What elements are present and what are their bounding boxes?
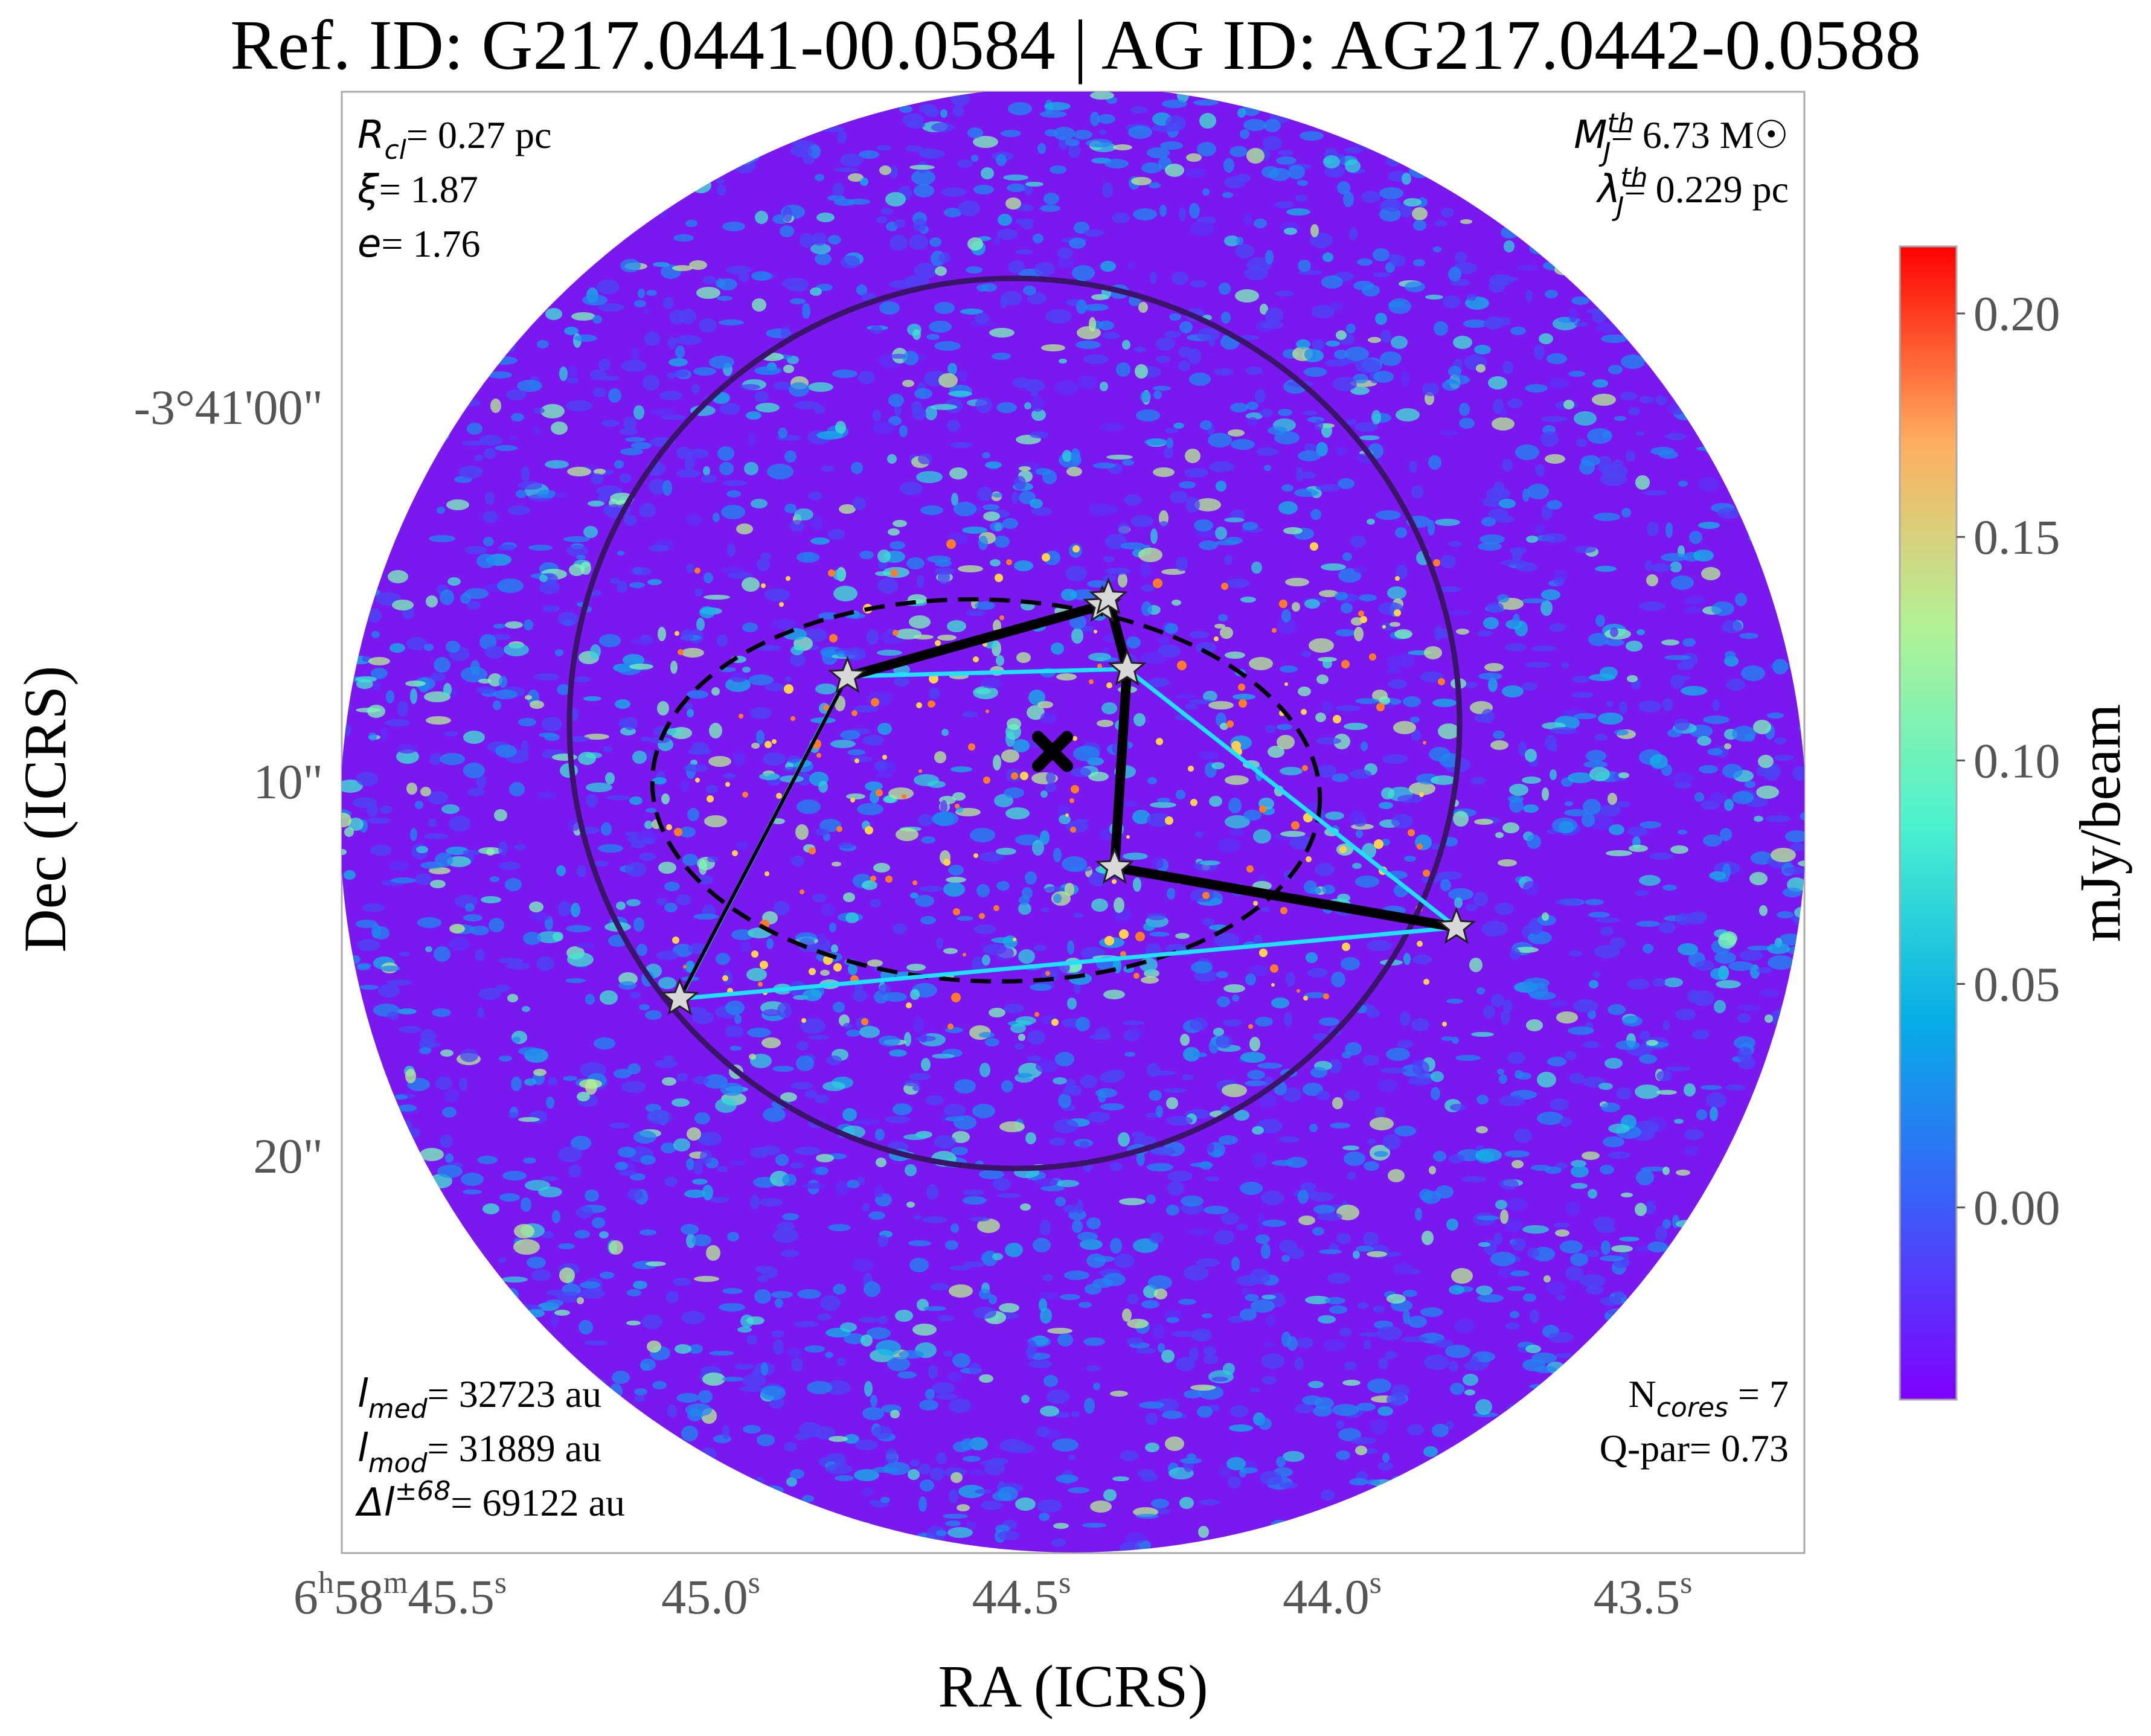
annotation-line: Rcl= 0.27 pc (357, 113, 551, 165)
colorbar-tick-label: 0.20 (1973, 286, 2060, 341)
y-tick-label: 20" (254, 1129, 323, 1183)
core-marker (1437, 906, 1476, 944)
cloud-ellipse (650, 597, 1322, 984)
core-marker (660, 978, 700, 1016)
intensity-map (342, 92, 1804, 1552)
annotation-line: lmed= 32723 au (357, 1372, 601, 1424)
y-axis-label: Dec (ICRS) (11, 666, 79, 953)
annotation-line: Δl±68= 69122 au (354, 1476, 625, 1525)
annotation-line: e= 1.76 (357, 222, 480, 266)
core-marker (1095, 847, 1135, 885)
mst-edge (1109, 664, 1132, 873)
y-tick-label: -3°41'00" (134, 380, 323, 435)
core-marker (827, 656, 867, 694)
mst-edge (842, 600, 1108, 682)
annotation-line: Ncores = 7 (1628, 1372, 1789, 1423)
core-marker (1089, 577, 1129, 615)
mst-edge (678, 674, 850, 1001)
x-tick-label: 6h58m45.5s (293, 1566, 507, 1624)
x-tick-label: 45.0s (661, 1566, 760, 1624)
annotation-line: Mth J= 6.73 M☉ (1574, 108, 1789, 168)
plot-title: Ref. ID: G217.0441-00.0584 | AG ID: AG21… (230, 5, 1921, 85)
mst-edge (1109, 862, 1461, 932)
colorbar-tick-label: 0.15 (1973, 510, 2060, 565)
x-tick-label: 44.0s (1283, 1566, 1382, 1624)
colorbar-tick-label: 0.10 (1973, 733, 2060, 788)
annotation-line: ξ= 1.87 (357, 167, 478, 212)
colorbar-label: mJy/beam (2068, 704, 2132, 943)
colorbar-tick-label: 0.00 (1973, 1180, 2060, 1235)
centroid-marker (1031, 731, 1073, 772)
x-axis-label: RA (ICRS) (938, 1653, 1208, 1720)
cloud-circle (566, 275, 1463, 1171)
x-tick-label: 43.5s (1594, 1566, 1693, 1624)
annotation-line: Q-par= 0.73 (1600, 1427, 1789, 1470)
colorbar (1899, 245, 1958, 1401)
annotation-line: lmod= 31889 au (357, 1426, 601, 1479)
colorbar-tick-label: 0.05 (1973, 957, 2060, 1012)
x-tick-label: 44.5s (972, 1566, 1071, 1624)
core-marker (1107, 648, 1147, 686)
y-tick-label: 10" (254, 754, 323, 809)
